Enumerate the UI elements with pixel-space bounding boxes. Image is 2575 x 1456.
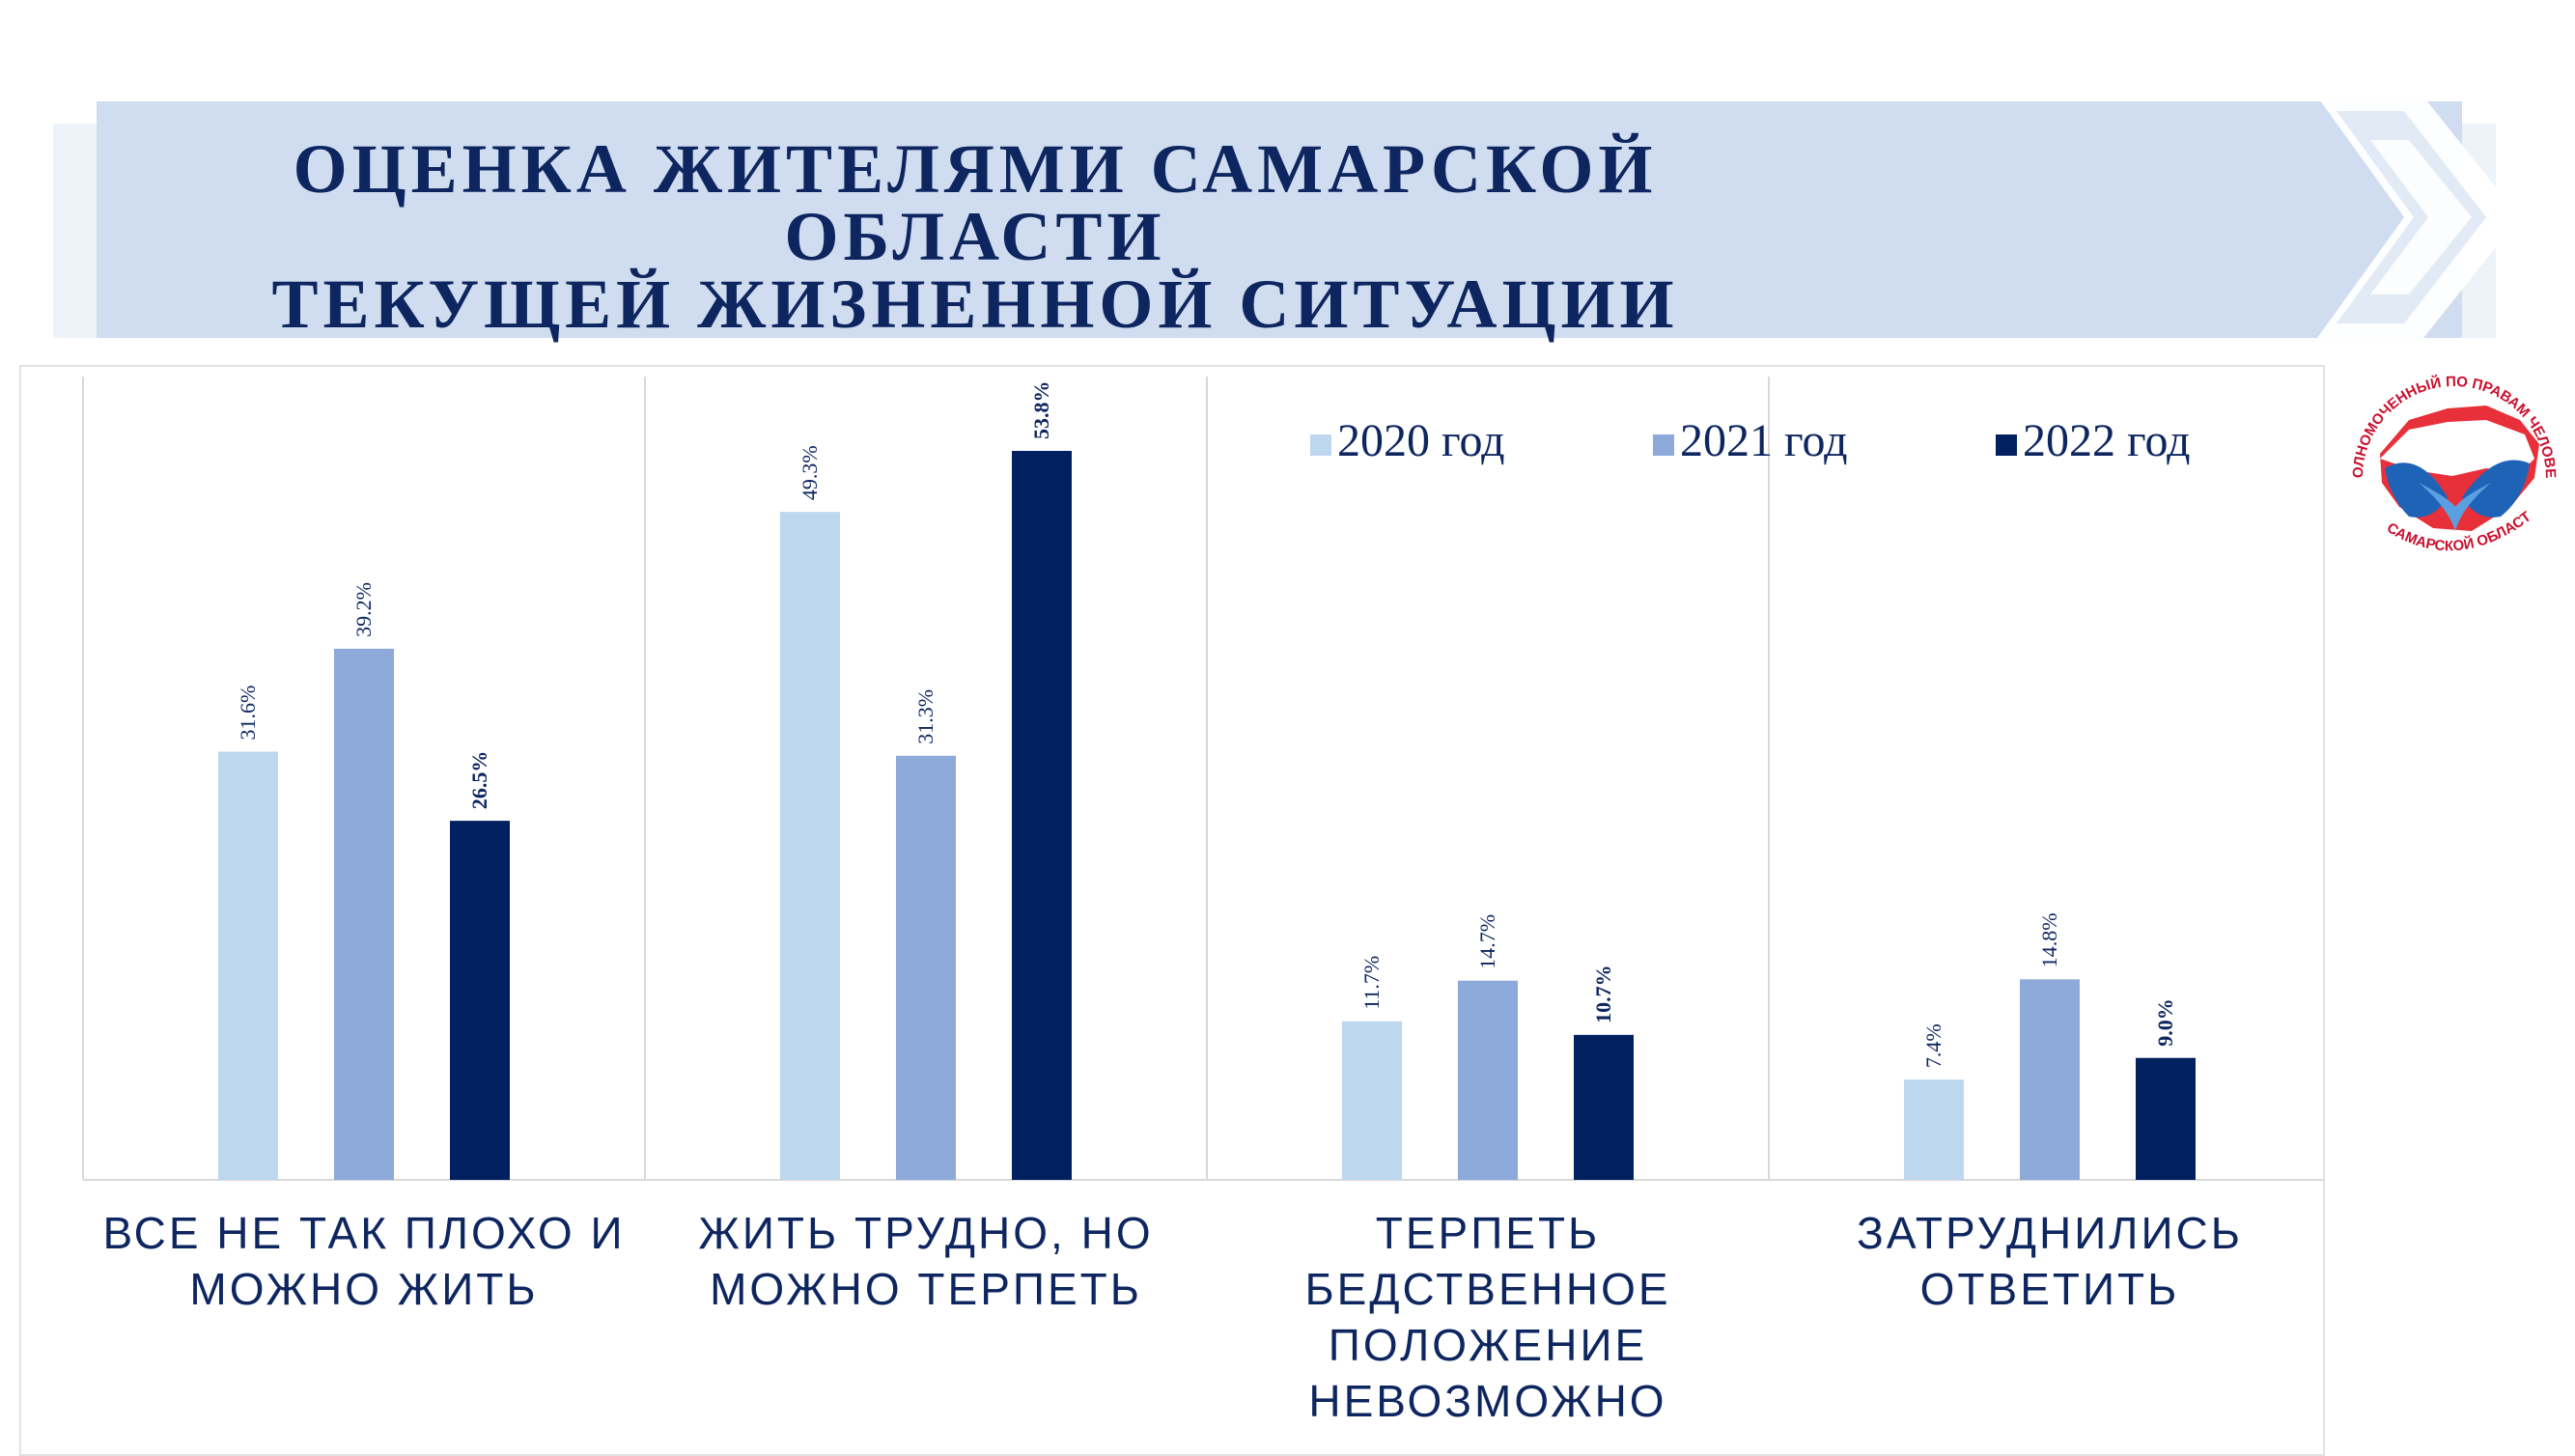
bar-2-3 [1458,980,1518,1180]
data-label: 14.7% [1475,914,1499,969]
bar-3-2 [1012,451,1072,1180]
category-label: ВСЕ НЕ ТАК ПЛОХО И [102,1208,625,1258]
category-label: ТЕРПЕТЬ [1376,1208,1601,1258]
data-label: 53.8% [1029,381,1053,440]
legend-swatch [1310,434,1331,456]
category-label: ЖИТЬ ТРУДНО, НО [698,1208,1153,1258]
data-label: 49.3% [798,445,822,500]
category-label: ЗАТРУДНИЛИСЬ [1857,1208,2243,1258]
ombudsman-logo: УПОЛНОМОЧЕННЫЙ ПО ПРАВАМ ЧЕЛОВЕКА В САМА… [2341,362,2559,554]
data-label: 31.6% [236,686,260,741]
data-label: 39.2% [351,582,376,637]
title-line-1: ОЦЕНКА ЖИТЕЛЯМИ САМАРСКОЙ ОБЛАСТИ [293,130,1658,275]
bar-2-2 [896,755,956,1180]
page-title: ОЦЕНКА ЖИТЕЛЯМИ САМАРСКОЙ ОБЛАСТИ ТЕКУЩЕ… [97,130,1854,343]
category-label: ПОЛОЖЕНИЕ [1329,1320,1647,1370]
title-line-2: ТЕКУЩЕЙ ЖИЗНЕННОЙ СИТУАЦИИ [271,266,1679,343]
legend-label: 2021 год [1680,415,1848,466]
bar-1-3 [1342,1021,1402,1180]
data-label: 14.8% [2037,912,2061,967]
data-label: 7.4% [1921,1023,1945,1068]
legend-swatch [1996,434,2017,456]
bar-1-4 [1904,1079,1964,1180]
bar-2-4 [2020,979,2080,1180]
bar-chart: 31.6% 49.3% 11.7% 7.4% 39.2% 31.3% 14.7% 14.8% 2… [82,377,2323,1426]
category-label: НЕВОЗМОЖНО [1308,1376,1666,1426]
chevron-right-icon [2317,97,2520,338]
legend-swatch [1653,434,1674,456]
data-label: 11.7% [1359,956,1384,1010]
legend-label: 2022 год [2023,415,2191,466]
category-label: МОЖНО ТЕРПЕТЬ [710,1264,1142,1314]
bar-3-1 [450,821,510,1180]
bar-3-3 [1574,1034,1634,1180]
chart-frame: 31.6% 49.3% 11.7% 7.4% 39.2% 31.3% 14.7% 14.8% 2… [19,365,2325,1456]
category-label: ОТВЕТИТЬ [1920,1264,2180,1314]
category-label: МОЖНО ЖИТЬ [189,1264,538,1314]
bar-3-4 [2136,1057,2196,1180]
category-label: БЕДСТВЕННОЕ [1304,1264,1670,1314]
legend-label: 2020 год [1337,415,1505,466]
bar-1-1 [218,751,278,1180]
bar-2-1 [334,648,394,1180]
data-label: 10.7% [1591,965,1615,1023]
title-banner [97,101,2462,338]
data-label: 31.3% [913,689,938,744]
bar-1-2 [780,512,840,1180]
data-label: 26.5% [467,751,491,810]
data-label: 9.0% [2153,998,2177,1047]
